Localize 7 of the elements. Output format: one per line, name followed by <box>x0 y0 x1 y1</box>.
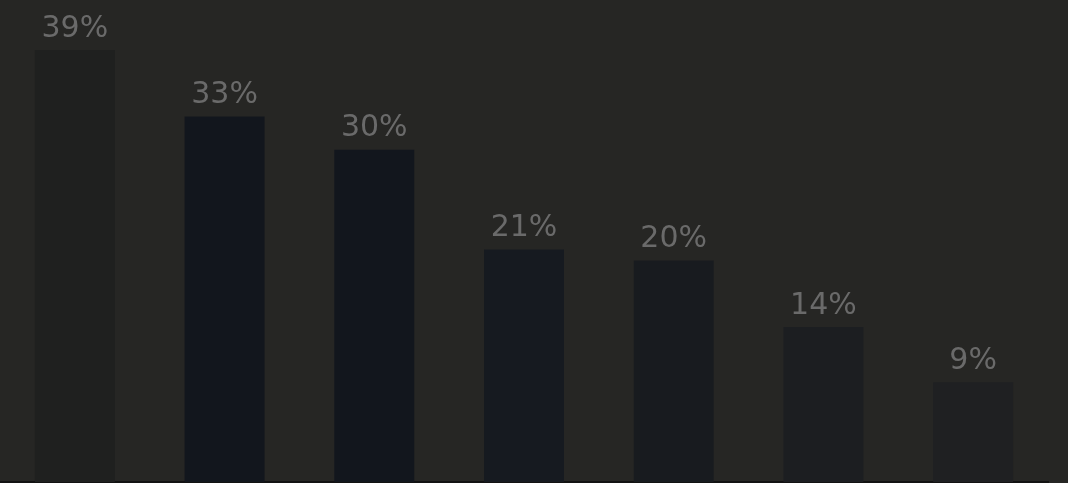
data-label: 21% <box>490 208 558 244</box>
data-label: 14% <box>790 285 857 321</box>
data-label: 9% <box>949 341 997 377</box>
data-label: 39% <box>41 8 109 44</box>
data-label: 20% <box>640 219 708 255</box>
data-label: 30% <box>340 108 408 144</box>
data-label: 33% <box>191 75 258 111</box>
